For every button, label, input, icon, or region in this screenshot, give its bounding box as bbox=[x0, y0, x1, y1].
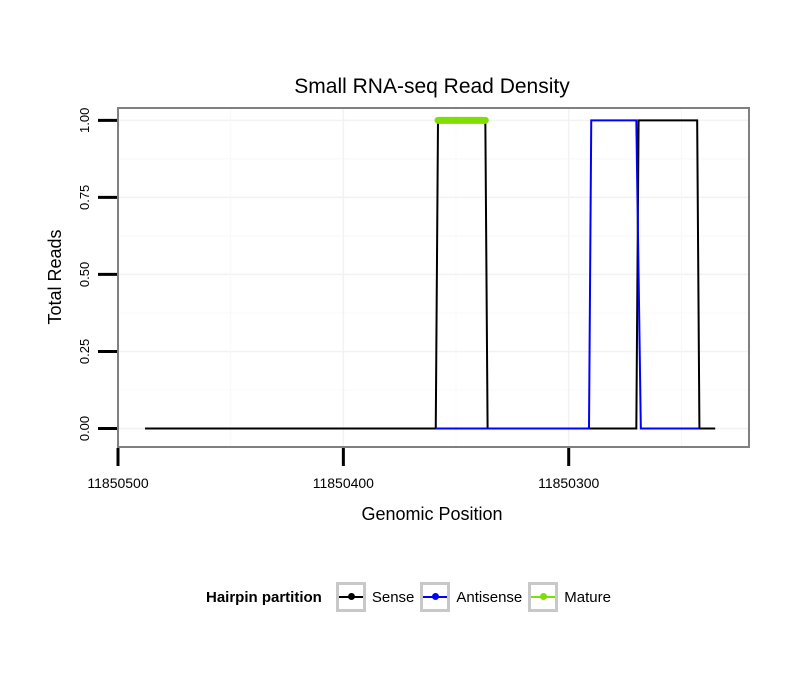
axis-ticks: 0.00 0.25 0.50 0.75 1.00 11850500 11850400 1185… bbox=[77, 108, 600, 491]
series-lines bbox=[145, 116, 716, 430]
x-tick-label: 11850300 bbox=[538, 475, 599, 491]
chart-title: Small RNA-seq Read Density bbox=[294, 75, 570, 98]
legend-label-sense: Sense bbox=[371, 588, 415, 606]
x-axis-label: Genomic Position bbox=[361, 504, 502, 524]
y-tick-label: 0.00 bbox=[77, 416, 92, 441]
legend-item-sense: Sense bbox=[335, 582, 415, 612]
y-tick-label: 0.75 bbox=[77, 185, 92, 210]
legend-key-antisense bbox=[420, 582, 451, 612]
y-tick-label: 0.25 bbox=[77, 339, 92, 364]
legend-label-antisense: Antisense bbox=[456, 588, 523, 606]
series-line-antisense bbox=[435, 119, 700, 430]
x-tick-label: 11850500 bbox=[87, 475, 148, 491]
y-tick-label: 0.50 bbox=[77, 262, 92, 287]
y-tick-label: 1.00 bbox=[77, 108, 92, 133]
gridlines bbox=[117, 108, 749, 447]
legend-label-mature: Mature bbox=[564, 588, 611, 606]
legend-item-mature: Mature bbox=[528, 582, 611, 612]
legend-key-sense bbox=[335, 582, 366, 612]
legend: Hairpin partition Sense Antisense Mature bbox=[206, 580, 617, 614]
plot-border bbox=[117, 107, 750, 448]
legend-key-mature bbox=[528, 582, 559, 612]
x-tick-label: 11850400 bbox=[313, 475, 374, 491]
y-axis-label: Total Reads bbox=[45, 229, 65, 324]
legend-title: Hairpin partition bbox=[206, 588, 322, 606]
legend-item-antisense: Antisense bbox=[420, 582, 522, 612]
